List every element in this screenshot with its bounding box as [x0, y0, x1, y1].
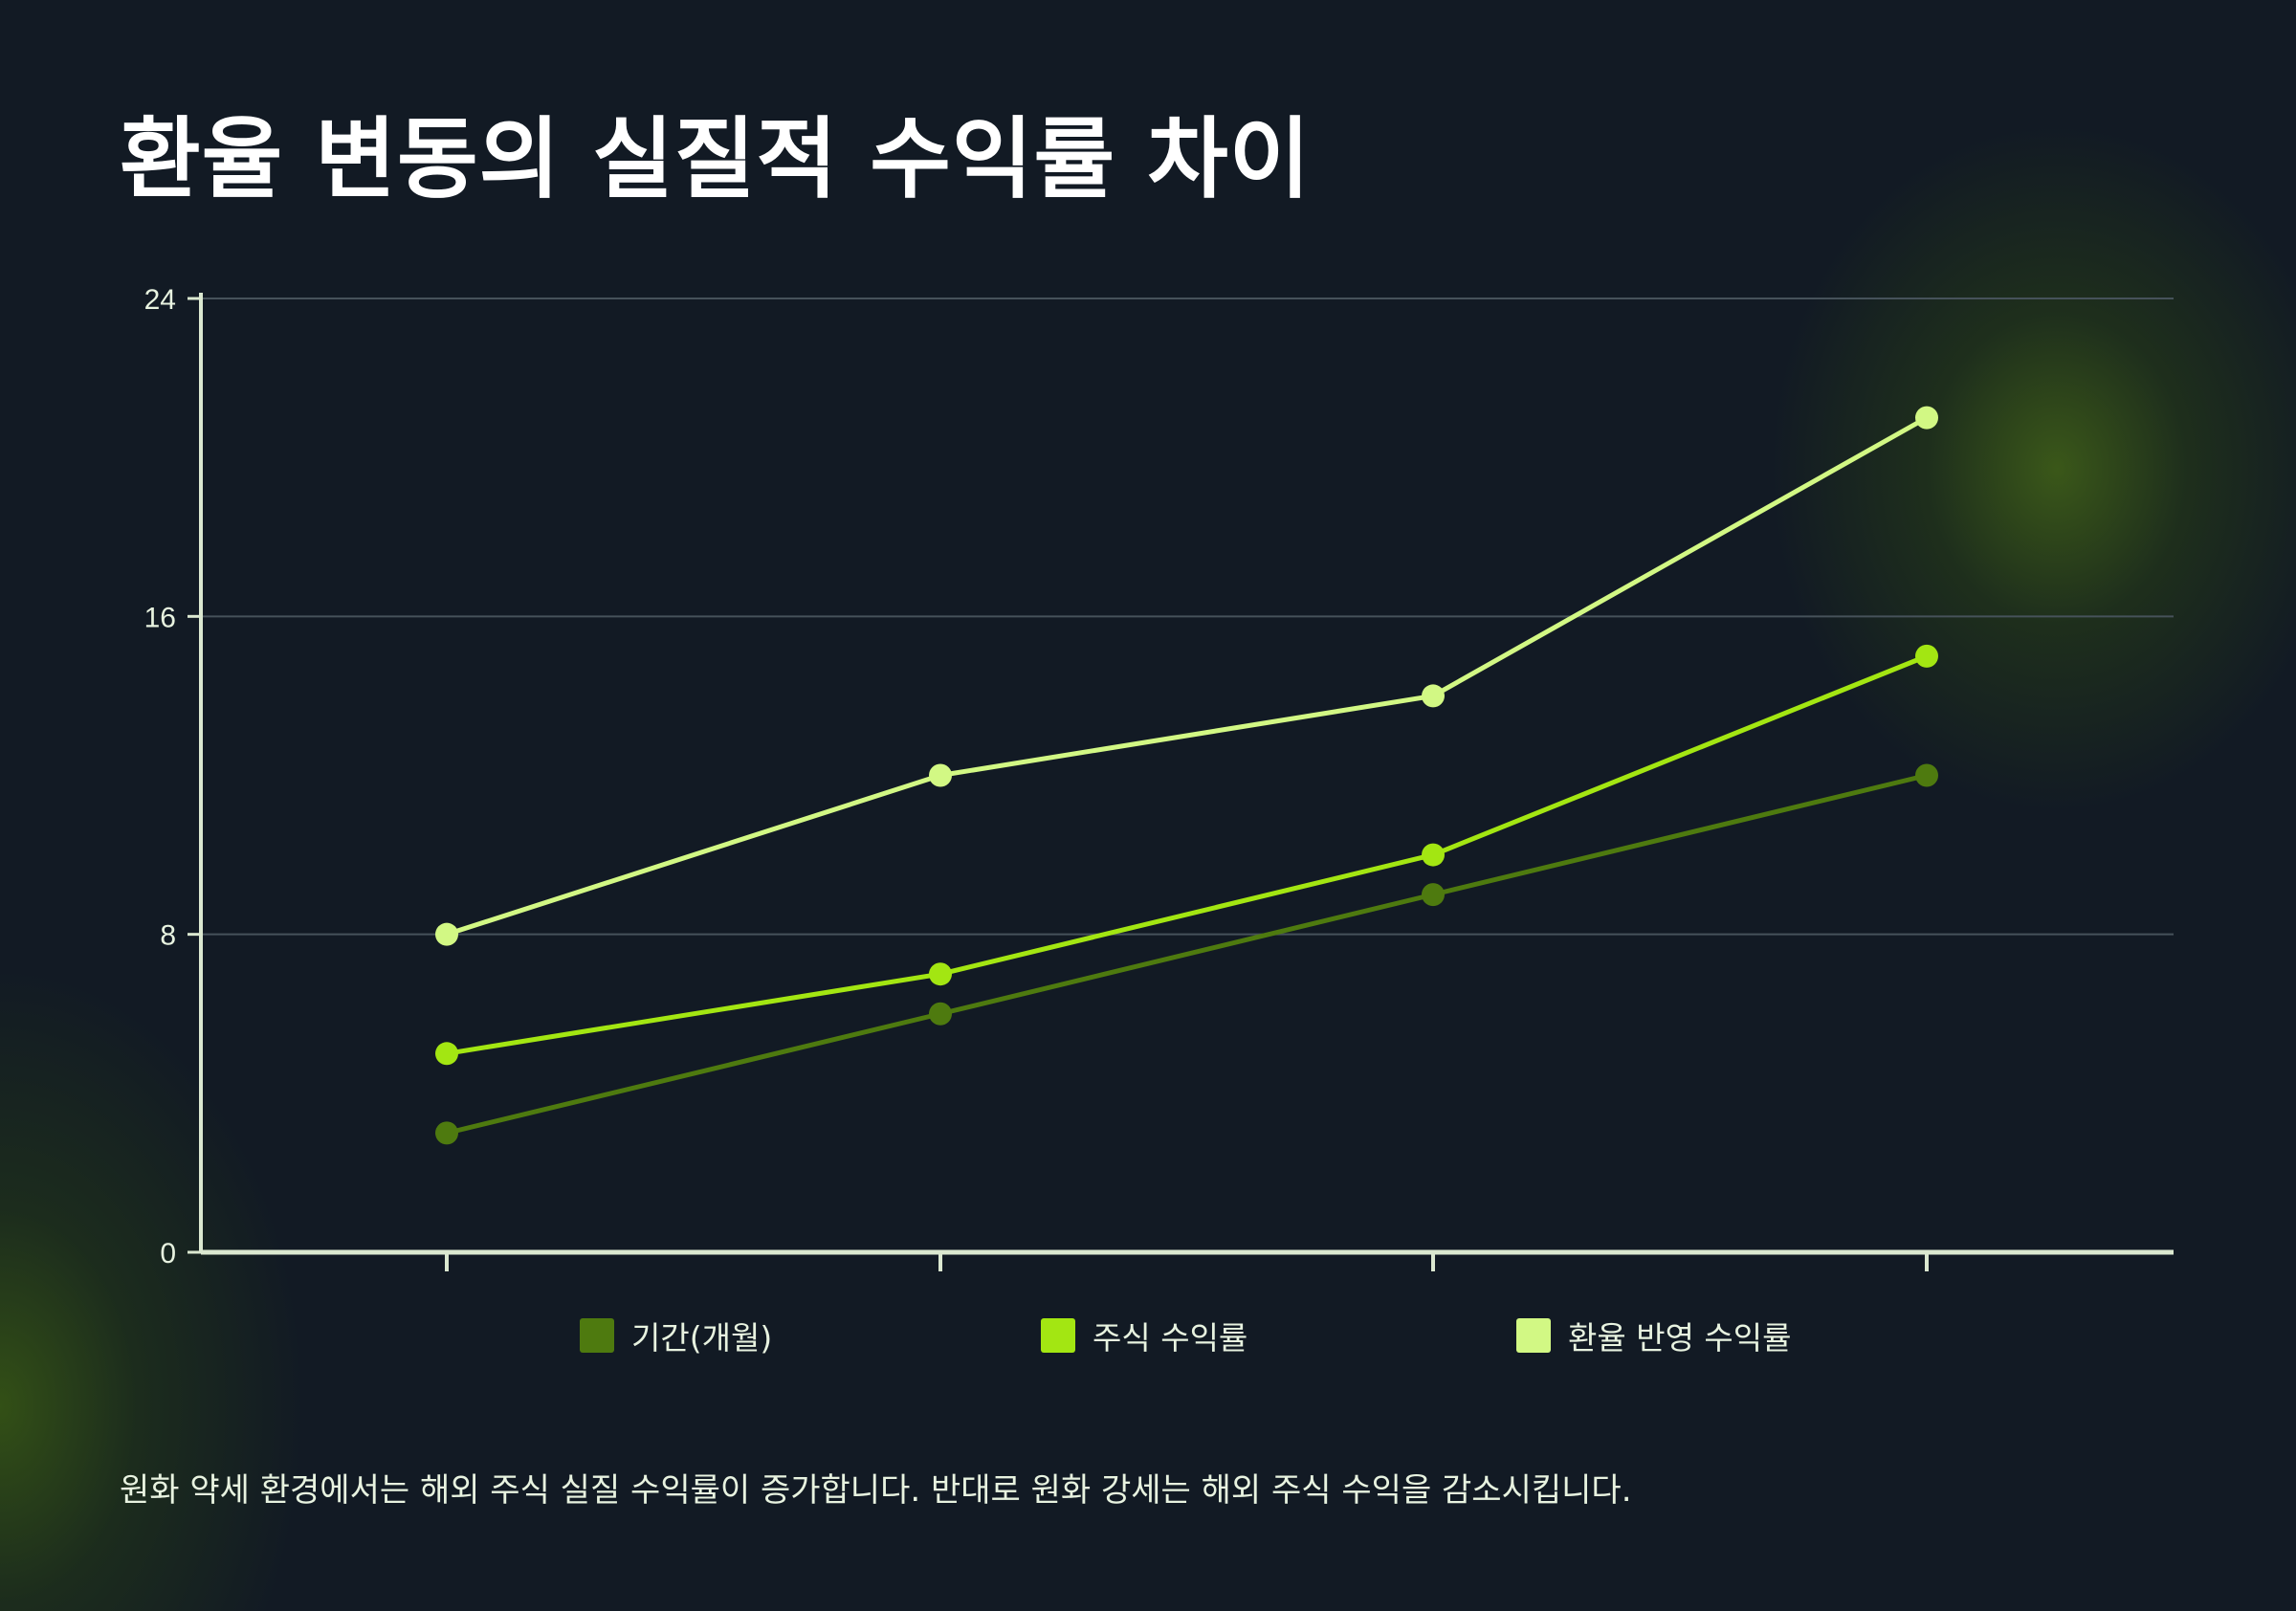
footnote: 원화 약세 환경에서는 해외 주식 실질 수익률이 증가합니다. 반대로 원화 … — [120, 1471, 1632, 1510]
data-point-s3-4 — [1915, 406, 1938, 430]
series-line-1 — [444, 773, 1930, 1136]
chart-title: 환율 변동의 실질적 수익률 차이 — [120, 108, 1312, 210]
data-point-s1-1 — [435, 1121, 458, 1145]
legend-item: 기간(개월) — [580, 1313, 772, 1358]
legend-label: 주식 수익률 — [1093, 1319, 1248, 1357]
data-point-s2-2 — [929, 962, 952, 986]
data-point-s1-4 — [1915, 763, 1938, 787]
data-point-s2-3 — [1422, 843, 1445, 867]
data-point-s3-1 — [435, 922, 458, 946]
y-tick-label: 8 — [160, 920, 176, 952]
series-line-3 — [444, 415, 1930, 938]
legend-item: 주식 수익률 — [1041, 1313, 1247, 1358]
legend-swatch — [580, 1318, 614, 1353]
legend-label: 기간(개월) — [631, 1319, 773, 1357]
data-point-s3-3 — [1422, 684, 1445, 708]
data-point-s1-3 — [1422, 883, 1445, 907]
legend-label: 환율 반영 수익률 — [1568, 1319, 1792, 1357]
data-point-s3-2 — [929, 763, 952, 787]
y-tick-label: 0 — [160, 1238, 176, 1269]
data-point-s1-2 — [929, 1002, 952, 1026]
y-tick-label: 16 — [144, 602, 176, 633]
data-point-s2-4 — [1915, 644, 1938, 668]
legend-swatch — [1516, 1318, 1551, 1353]
legend-item: 환율 반영 수익률 — [1516, 1313, 1792, 1358]
y-tick-label: 24 — [144, 284, 176, 316]
chart-legend: 기간(개월) 주식 수익률 환율 반영 수익률 — [0, 1313, 2296, 1358]
legend-swatch — [1041, 1318, 1075, 1353]
data-point-s2-1 — [435, 1042, 458, 1066]
series-line-2 — [444, 653, 1930, 1056]
